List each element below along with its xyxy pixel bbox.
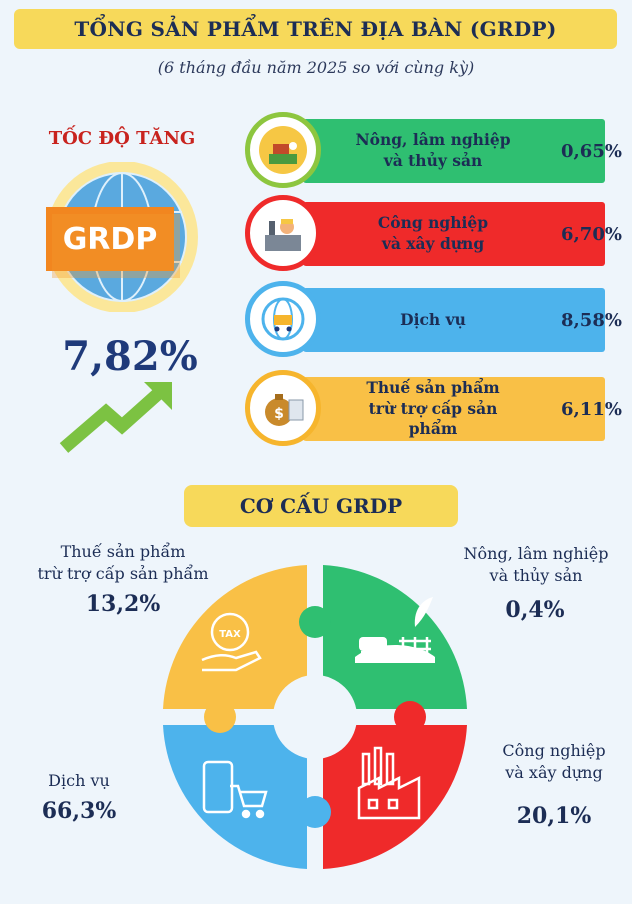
money-bag-icon: $ xyxy=(245,370,321,446)
structure-value-agriculture: 0,4% xyxy=(505,597,565,623)
trend-up-arrow-icon xyxy=(59,382,172,453)
sector-row-services: Dịch vụ 8,58% xyxy=(245,281,622,357)
sector-label: Nông, lâm nghiệp và thủy sản xyxy=(355,130,511,170)
grdp-badge: GRDP xyxy=(62,221,158,257)
structure-label-services: Dịch vụ xyxy=(48,771,110,790)
globe-icon xyxy=(46,162,198,312)
structure-value-industry: 20,1% xyxy=(516,803,592,829)
svg-text:$: $ xyxy=(274,406,284,422)
sector-bar: Nông, lâm nghiệp và thủy sản 0,65% xyxy=(303,119,622,183)
farm-cow-icon xyxy=(355,597,435,663)
phone-cart-icon xyxy=(202,760,268,819)
sector-row-tax: Thuế sản phẩm trừ trợ cấp sản phẩm 6,11% … xyxy=(245,370,622,446)
structure-label-agriculture: Nông, lâm nghiệp và thủy sản xyxy=(463,544,609,586)
structure-heading: CƠ CẤU GRDP xyxy=(184,485,458,527)
sector-bar: Thuế sản phẩm trừ trợ cấp sản phẩm 6,11% xyxy=(303,377,622,441)
sector-bar: Công nghiệp và xây dựng 6,70% xyxy=(303,202,622,266)
sector-row-agriculture: Nông, lâm nghiệp và thủy sản 0,65% xyxy=(245,112,622,188)
growth-value: 7,82% xyxy=(62,333,198,380)
page-title: TỔNG SẢN PHẨM TRÊN ĐỊA BÀN (GRDP) xyxy=(14,9,617,49)
sector-value: 0,65% xyxy=(561,140,622,162)
structure-value-services: 66,3% xyxy=(41,798,117,824)
factory-worker-icon xyxy=(245,195,321,271)
structure-value-tax: 13,2% xyxy=(85,591,161,617)
sector-value: 8,58% xyxy=(561,309,622,331)
puzzle-piece-services xyxy=(163,725,307,869)
structure-label-tax: Thuế sản phẩm trừ trợ cấp sản phẩm xyxy=(37,542,209,584)
sector-label: Thuế sản phẩm trừ trợ cấp sản phẩm xyxy=(366,377,500,439)
sector-row-industry: Công nghiệp và xây dựng 6,70% xyxy=(245,195,622,271)
tax-hand-icon xyxy=(201,612,262,672)
sector-value: 6,11% xyxy=(561,398,622,420)
sector-value: 6,70% xyxy=(561,223,622,245)
sector-label: Công nghiệp và xây dựng xyxy=(377,213,489,253)
puzzle-piece-industry xyxy=(323,725,467,869)
structure-label-industry: Công nghiệp và xây dựng xyxy=(502,741,606,783)
farm-icon xyxy=(245,112,321,188)
factory-icon xyxy=(357,746,421,820)
globe-cart-icon xyxy=(245,281,321,357)
svg-text:TAX: TAX xyxy=(219,629,241,640)
page-subtitle: (6 tháng đầu năm 2025 so với cùng kỳ) xyxy=(157,58,475,77)
sector-bar: Dịch vụ 8,58% xyxy=(303,288,622,352)
growth-heading: TỐC ĐỘ TĂNG xyxy=(48,128,196,149)
structure-puzzle-diagram: TAX xyxy=(163,565,467,869)
sector-label: Dịch vụ xyxy=(400,309,466,329)
puzzle-piece-agriculture xyxy=(323,565,467,709)
puzzle-piece-tax xyxy=(163,565,307,709)
